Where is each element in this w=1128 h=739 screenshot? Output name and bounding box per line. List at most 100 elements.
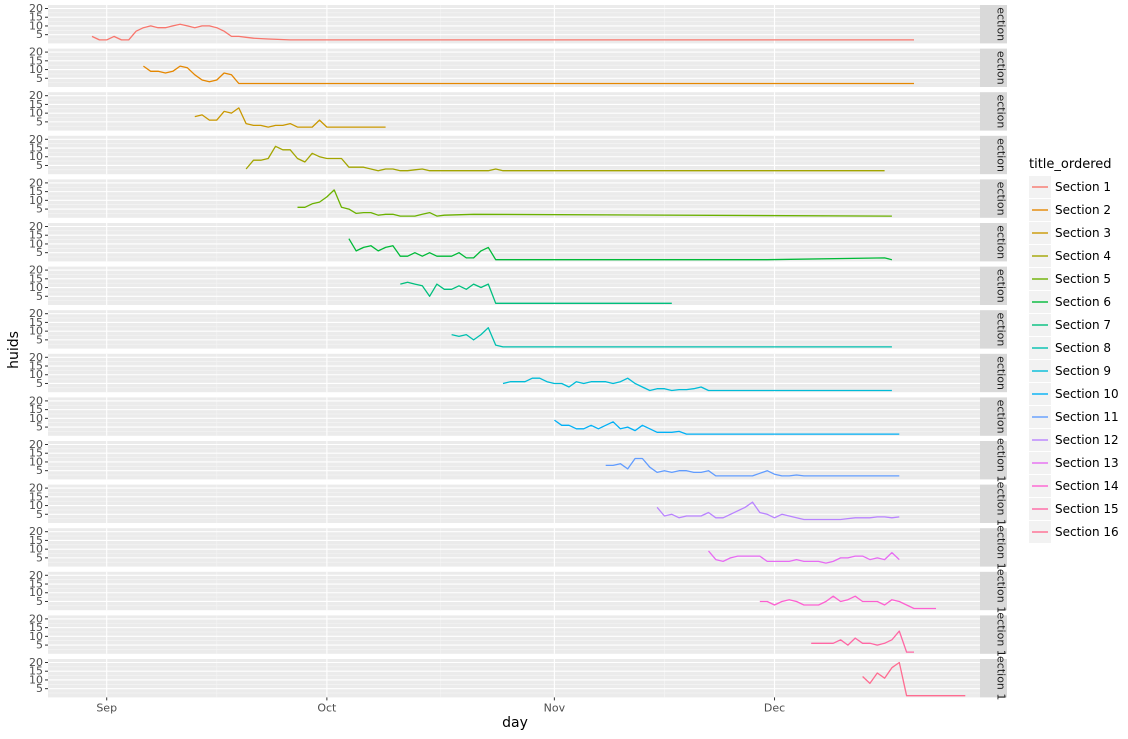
facet-strip-label: ection [995, 94, 1008, 128]
y-tick-label: 5 [36, 28, 43, 41]
panel-background [48, 223, 980, 262]
series-line [143, 65, 914, 85]
y-tick-label: 15 [29, 185, 43, 198]
legend-label: Section 5 [1055, 272, 1111, 286]
panel-background [48, 266, 980, 305]
y-tick-label: 10 [29, 150, 43, 163]
panel-background [48, 441, 980, 480]
y-tick-label: 20 [29, 2, 43, 15]
legend-item: Section 15 [1029, 498, 1119, 520]
legend-item: Section 5 [1029, 268, 1111, 290]
legend-label: Section 2 [1055, 203, 1111, 217]
y-tick-label: 20 [29, 46, 43, 59]
facet-strip-label: ection [995, 51, 1008, 85]
facet-strip [980, 571, 1007, 611]
facet-strip-label: ection [995, 269, 1008, 303]
legend-item: Section 2 [1029, 199, 1111, 221]
y-tick-label: 20 [29, 482, 43, 495]
legend-item: Section 3 [1029, 222, 1111, 244]
y-tick-label: 20 [29, 351, 43, 364]
series-line [91, 23, 914, 41]
y-tick-label: 5 [36, 551, 43, 564]
y-tick-label: 10 [29, 499, 43, 512]
series-line [451, 327, 892, 348]
facet-strip-label: ection [995, 182, 1008, 216]
y-axis-title: huids [6, 331, 22, 369]
y-tick-label: 20 [29, 394, 43, 407]
series-line [656, 501, 900, 521]
legend: title_ordered Section 1 Section 2 Section … [1029, 157, 1119, 543]
legend-item: Section 11 [1029, 406, 1119, 428]
y-tick-label: 15 [29, 621, 43, 634]
legend-item: Section 8 [1029, 337, 1111, 359]
series-line [554, 419, 900, 435]
y-tick-label: 10 [29, 630, 43, 643]
legend-item: Section 9 [1029, 360, 1111, 382]
legend-item: Section 13 [1029, 452, 1119, 474]
y-tick-label: 10 [29, 543, 43, 556]
legend-item: Section 10 [1029, 383, 1119, 405]
y-tick-label: 5 [36, 377, 43, 390]
facet-strip [980, 659, 1007, 698]
facet-strip-label: ection [995, 400, 1008, 434]
y-tick-label: 15 [29, 534, 43, 547]
legend-label: Section 9 [1055, 364, 1111, 378]
series-line [759, 595, 936, 610]
series-line [348, 238, 893, 261]
y-tick-label: 15 [29, 578, 43, 591]
y-tick-label: 10 [29, 194, 43, 207]
y-tick-label: 10 [29, 586, 43, 599]
y-tick-label: 5 [36, 290, 43, 303]
y-tick-label: 5 [36, 682, 43, 695]
y-tick-label: 5 [36, 421, 43, 434]
series-line [862, 661, 966, 697]
legend-label: Section 1 [1055, 180, 1111, 194]
legend-label: Section 4 [1055, 249, 1111, 263]
facet-strip-label: ection 1 [995, 656, 1008, 700]
legend-label: Section 3 [1055, 226, 1111, 240]
y-tick-label: 10 [29, 237, 43, 250]
facet-strip [980, 5, 1007, 44]
facet-strip-label: ection 1 [995, 612, 1008, 656]
facet-strip-label: ection 1 [995, 482, 1008, 526]
y-tick-label: 20 [29, 438, 43, 451]
facet-strip [980, 441, 1007, 480]
y-tick-label: 15 [29, 360, 43, 373]
y-tick-label: 20 [29, 220, 43, 233]
y-tick-label: 20 [29, 612, 43, 625]
panel-background [48, 310, 980, 349]
facet-strip [980, 135, 1007, 175]
facet-strip [980, 484, 1007, 523]
y-tick-label: 15 [29, 403, 43, 416]
y-tick-label: 10 [29, 63, 43, 76]
panel-background [48, 353, 980, 393]
facet-strip-label: ection [995, 356, 1008, 390]
y-tick-label: 15 [29, 142, 43, 155]
legend-label: Section 6 [1055, 295, 1111, 309]
legend-item: Section 16 [1029, 521, 1119, 543]
panel-background [48, 92, 980, 131]
facet-strip [980, 397, 1007, 436]
legend-item: Section 1 [1029, 176, 1111, 198]
y-tick-label: 10 [29, 412, 43, 425]
panel-background [48, 571, 980, 611]
y-tick-label: 10 [29, 325, 43, 338]
facet-strip-label: ection [995, 7, 1008, 41]
y-tick-label: 20 [29, 307, 43, 320]
y-tick-label: 15 [29, 490, 43, 503]
series-line [245, 145, 885, 172]
panel-background [48, 135, 980, 175]
x-axis: Sep Oct Nov Dec [96, 697, 785, 714]
y-tick-label: 5 [36, 159, 43, 172]
y-tick-label: 15 [29, 11, 43, 24]
series-line [297, 189, 892, 217]
y-tick-label: 5 [36, 246, 43, 259]
x-tick-label: Sep [96, 701, 117, 714]
